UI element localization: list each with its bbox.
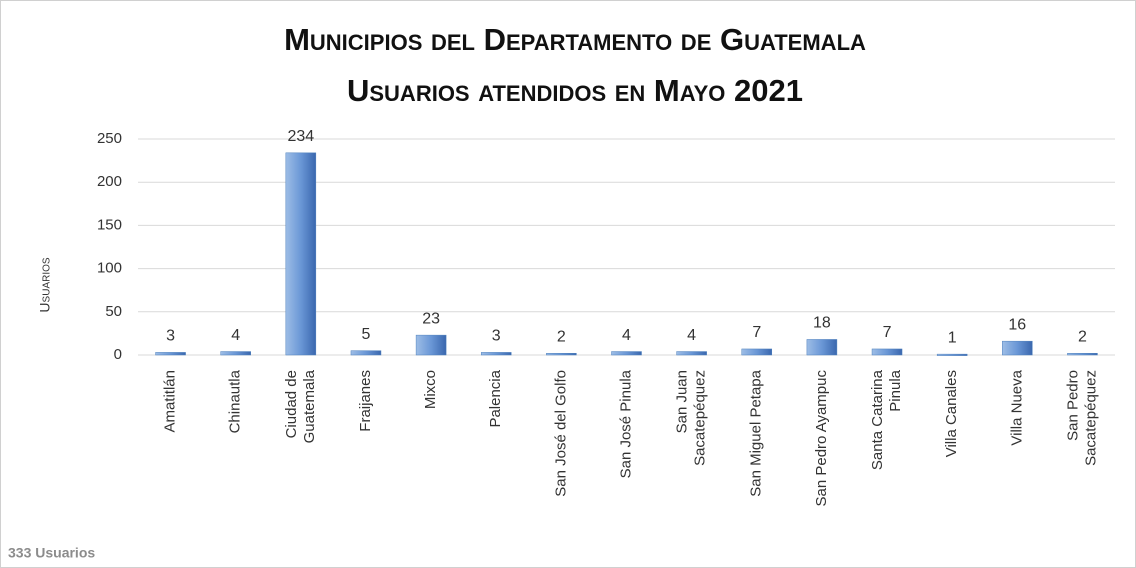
bar (806, 339, 838, 356)
bar (220, 351, 251, 356)
value-label: 18 (813, 315, 831, 332)
y-tick-label: 100 (97, 260, 122, 277)
bar (936, 353, 968, 356)
x-tick-label: Santa CatarinaPinula (869, 369, 904, 470)
value-label: 1 (948, 329, 957, 346)
value-label: 3 (166, 328, 175, 345)
x-tick-label: Palencia (487, 369, 504, 427)
bar (155, 352, 186, 356)
chart-subtitle: Usuarios atendidos en Mayo 2021 (347, 73, 803, 108)
value-label: 7 (883, 324, 892, 341)
value-label: 4 (687, 327, 696, 344)
y-tick-label: 0 (114, 346, 122, 363)
footer: 333 Usuarios (8, 545, 95, 561)
x-tick-label: Fraijanes (357, 370, 374, 432)
bar (871, 348, 903, 356)
bar (350, 350, 382, 356)
bar (1067, 353, 1098, 356)
x-tick-label: Mixco (422, 370, 439, 409)
x-tick-label: Ciudad deGuatemala (283, 369, 318, 443)
x-tick-label: Villa Canales (943, 370, 960, 457)
x-tick-label: San PedroSacatepéquez (1064, 370, 1099, 466)
value-label: 7 (752, 324, 761, 341)
value-label: 2 (1078, 328, 1087, 345)
bar (611, 351, 642, 356)
bar (741, 348, 773, 356)
bar (676, 351, 707, 356)
value-label: 4 (622, 327, 631, 344)
y-tick-label: 250 (97, 130, 122, 147)
x-tick-label: Chinautla (227, 369, 244, 433)
y-axis-label: Usuarios (37, 257, 53, 312)
bar (415, 334, 447, 356)
bar (480, 352, 512, 356)
x-tick-label: Villa Nueva (1008, 369, 1025, 445)
value-label: 5 (362, 326, 371, 343)
x-tick-label: San Miguel Petapa (748, 369, 765, 496)
value-label: 234 (287, 128, 314, 145)
x-tick-label: San José del Golfo (552, 370, 569, 497)
x-tick-label: Amatitlán (162, 370, 179, 433)
value-label: 2 (557, 328, 566, 345)
x-tick-label: San José Pinula (617, 369, 634, 478)
x-tick-label: San Pedro Ayampuc (813, 370, 830, 507)
y-tick-label: 50 (105, 303, 122, 320)
bar (1002, 340, 1033, 356)
x-tick-label: San JuanSacatepéquez (674, 370, 709, 466)
value-label: 16 (1008, 316, 1026, 333)
bar (546, 353, 577, 356)
y-tick-label: 150 (97, 216, 122, 233)
value-label: 3 (492, 328, 501, 345)
value-label: 4 (231, 327, 240, 344)
bar (285, 152, 317, 356)
value-label: 23 (422, 310, 440, 327)
chart-title: Municipios del Departamento de Guatemala (284, 22, 866, 57)
y-tick-label: 200 (97, 173, 122, 190)
